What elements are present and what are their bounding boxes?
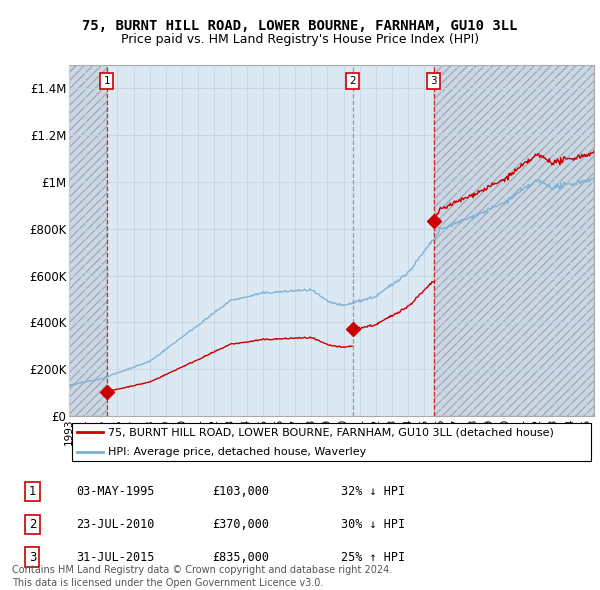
Text: £835,000: £835,000 <box>212 550 269 563</box>
FancyBboxPatch shape <box>71 423 592 461</box>
Text: 2: 2 <box>29 518 36 531</box>
Bar <box>69 65 107 416</box>
Text: HPI: Average price, detached house, Waverley: HPI: Average price, detached house, Wave… <box>109 447 367 457</box>
Text: 32% ↓ HPI: 32% ↓ HPI <box>341 485 405 498</box>
Text: 31-JUL-2015: 31-JUL-2015 <box>77 550 155 563</box>
Text: 3: 3 <box>430 76 437 86</box>
Text: 30% ↓ HPI: 30% ↓ HPI <box>341 518 405 531</box>
Text: 03-MAY-1995: 03-MAY-1995 <box>77 485 155 498</box>
Text: 2: 2 <box>349 76 356 86</box>
Text: 25% ↑ HPI: 25% ↑ HPI <box>341 550 405 563</box>
Text: 1: 1 <box>29 485 36 498</box>
Text: 3: 3 <box>29 550 36 563</box>
Text: £103,000: £103,000 <box>212 485 269 498</box>
Text: £370,000: £370,000 <box>212 518 269 531</box>
Text: Contains HM Land Registry data © Crown copyright and database right 2024.
This d: Contains HM Land Registry data © Crown c… <box>12 565 392 588</box>
Text: 23-JUL-2010: 23-JUL-2010 <box>77 518 155 531</box>
Bar <box>434 65 594 416</box>
Text: Price paid vs. HM Land Registry's House Price Index (HPI): Price paid vs. HM Land Registry's House … <box>121 33 479 46</box>
Text: 1: 1 <box>103 76 110 86</box>
Text: 75, BURNT HILL ROAD, LOWER BOURNE, FARNHAM, GU10 3LL: 75, BURNT HILL ROAD, LOWER BOURNE, FARNH… <box>82 19 518 33</box>
Text: 75, BURNT HILL ROAD, LOWER BOURNE, FARNHAM, GU10 3LL (detached house): 75, BURNT HILL ROAD, LOWER BOURNE, FARNH… <box>109 427 554 437</box>
